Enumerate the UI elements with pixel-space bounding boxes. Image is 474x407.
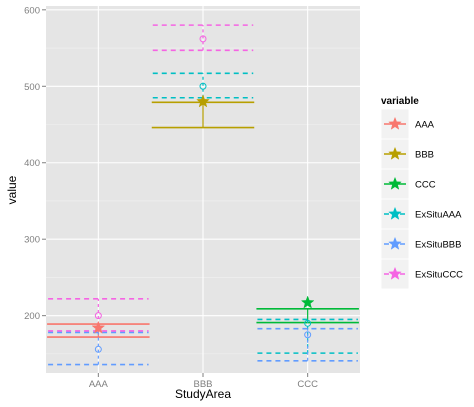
- legend-entry-label: BBB: [415, 150, 434, 161]
- legend-key-star: [388, 266, 402, 280]
- x-tick-label: AAA: [89, 379, 109, 390]
- legend-entry-label: AAA: [415, 120, 435, 131]
- legend-key-star: [388, 116, 402, 130]
- legend-key-star: [388, 236, 402, 250]
- x-tick-label: CCC: [297, 379, 318, 390]
- y-tick-label: 600: [24, 5, 40, 16]
- legend-entry-label: ExSituBBB: [415, 240, 461, 251]
- legend-entry-label: ExSituAAA: [415, 210, 462, 221]
- legend-key-star: [388, 176, 402, 190]
- legend-entry-label: ExSituCCC: [415, 270, 463, 281]
- mean-star-marker: [300, 295, 315, 309]
- mean-point-marker: [304, 331, 312, 339]
- axes: 200 300 400 500 600 AAA BBB CCC: [24, 5, 318, 390]
- mean-star-marker: [196, 94, 210, 108]
- x-axis-title: StudyArea: [175, 387, 231, 401]
- y-axis-title: value: [5, 175, 19, 204]
- mean-point-marker: [94, 345, 102, 353]
- legend: variable AAA BBB CCC ExSituAAA ExSituBBB ExSi…: [380, 96, 463, 290]
- y-tick-label: 200: [24, 311, 40, 322]
- y-tick-label: 300: [24, 235, 40, 246]
- x-tick-label: BBB: [193, 379, 212, 390]
- data-marks: [47, 24, 359, 366]
- y-tick-label: 500: [24, 82, 40, 93]
- mean-point-marker: [199, 35, 207, 43]
- mean-point-marker: [304, 319, 312, 327]
- legend-entry-label: CCC: [415, 180, 436, 191]
- mean-point-marker: [94, 312, 102, 320]
- legend-title: variable: [381, 96, 419, 107]
- mean-star-marker: [91, 320, 106, 334]
- legend-key-star: [388, 206, 402, 220]
- mean-point-marker: [199, 82, 207, 90]
- legend-key-star: [388, 146, 402, 160]
- y-tick-label: 400: [24, 158, 40, 169]
